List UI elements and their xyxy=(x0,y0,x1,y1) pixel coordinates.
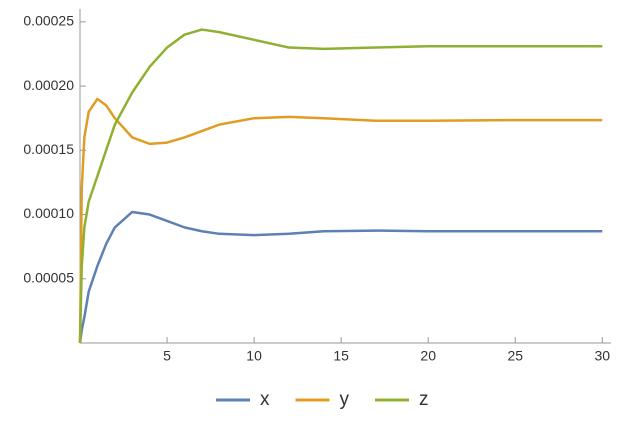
x-tick-label: 30 xyxy=(595,348,611,364)
y-tick-label: 0.00020 xyxy=(23,77,74,93)
x-tick-label: 20 xyxy=(420,348,436,364)
y-tick-label: 0.00025 xyxy=(23,13,74,29)
legend-label: z xyxy=(419,389,429,410)
y-tick-label: 0.00010 xyxy=(23,205,74,221)
x-tick-label: 15 xyxy=(333,348,349,364)
x-tick-label: 10 xyxy=(246,348,262,364)
series-line xyxy=(78,28,603,344)
legend-label: y xyxy=(340,389,350,410)
y-tick-label: 0.00005 xyxy=(23,269,74,285)
x-tick-label: 5 xyxy=(163,348,171,364)
x-tick-label: 25 xyxy=(507,348,523,364)
series-line xyxy=(78,97,603,344)
y-tick-label: 0.00015 xyxy=(23,141,74,157)
legend-label: x xyxy=(260,389,270,410)
series-line xyxy=(78,210,603,344)
